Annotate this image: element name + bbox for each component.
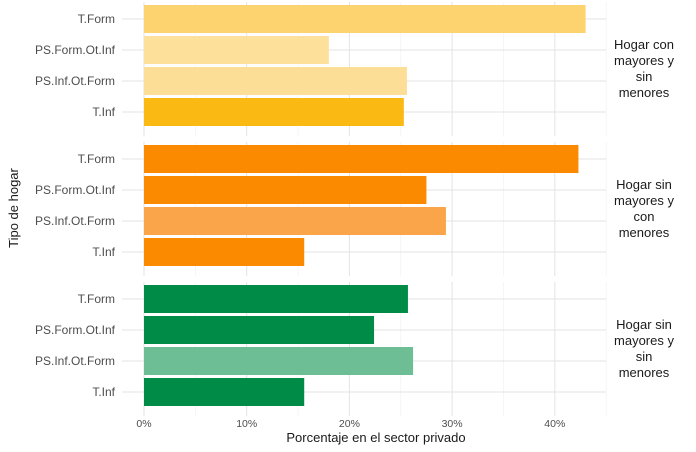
bar-t-form (144, 5, 586, 33)
panel-2: T.Form PS.Form.Ot.Inf PS.Inf.Ot.Form T.Inf H… (35, 142, 674, 276)
category-tick-label: PS.Form.Ot.Inf (35, 43, 116, 57)
bar-ps-inf-ot-form (144, 67, 407, 95)
x-tick-label: 20% (339, 418, 360, 430)
bar-ps-form-ot-inf (144, 176, 427, 204)
category-tick-label: PS.Inf.Ot.Form (35, 214, 115, 228)
category-tick-label: T.Inf (92, 105, 115, 119)
x-tick-label: 10% (236, 418, 257, 430)
bar-ps-inf-ot-form (144, 207, 446, 235)
x-axis: 0% 10% 20% 30% 40% (136, 418, 565, 430)
panel-1: T.Form PS.Form.Ot.Inf PS.Inf.Ot.Form T.Inf H… (35, 2, 674, 136)
y-axis-title: Tipo de hogar (6, 167, 21, 247)
x-tick-label: 30% (442, 418, 463, 430)
x-tick-label: 40% (544, 418, 565, 430)
facet-strip-label: Hogar sin mayores y sin menores (614, 317, 674, 380)
facet-strip-label: Hogar sin mayores y con menores (614, 177, 674, 240)
bar-t-form (144, 145, 579, 173)
panel-3: T.Form PS.Form.Ot.Inf PS.Inf.Ot.Form T.Inf H… (35, 282, 674, 416)
category-tick-label: PS.Inf.Ot.Form (35, 354, 115, 368)
category-tick-label: T.Form (78, 292, 115, 306)
bar-t-inf (144, 378, 305, 406)
bar-t-inf (144, 238, 305, 266)
category-tick-label: PS.Inf.Ot.Form (35, 74, 115, 88)
bar-ps-form-ot-inf (144, 316, 375, 344)
category-tick-label: T.Form (78, 12, 115, 26)
category-tick-label: PS.Form.Ot.Inf (35, 183, 116, 197)
bar-ps-form-ot-inf (144, 36, 329, 64)
bar-t-form (144, 285, 408, 313)
x-axis-title: Porcentaje en el sector privado (286, 430, 465, 445)
category-tick-label: T.Inf (92, 245, 115, 259)
facet-strip-label: Hogar con mayores y sin menores (614, 37, 674, 100)
bar-t-inf (144, 98, 404, 126)
category-tick-label: PS.Form.Ot.Inf (35, 323, 116, 337)
x-tick-label: 0% (136, 418, 151, 430)
panels-layer: T.Form PS.Form.Ot.Inf PS.Inf.Ot.Form T.Inf H… (35, 2, 674, 416)
category-tick-label: T.Inf (92, 385, 115, 399)
bar-ps-inf-ot-form (144, 347, 414, 375)
category-tick-label: T.Form (78, 152, 115, 166)
